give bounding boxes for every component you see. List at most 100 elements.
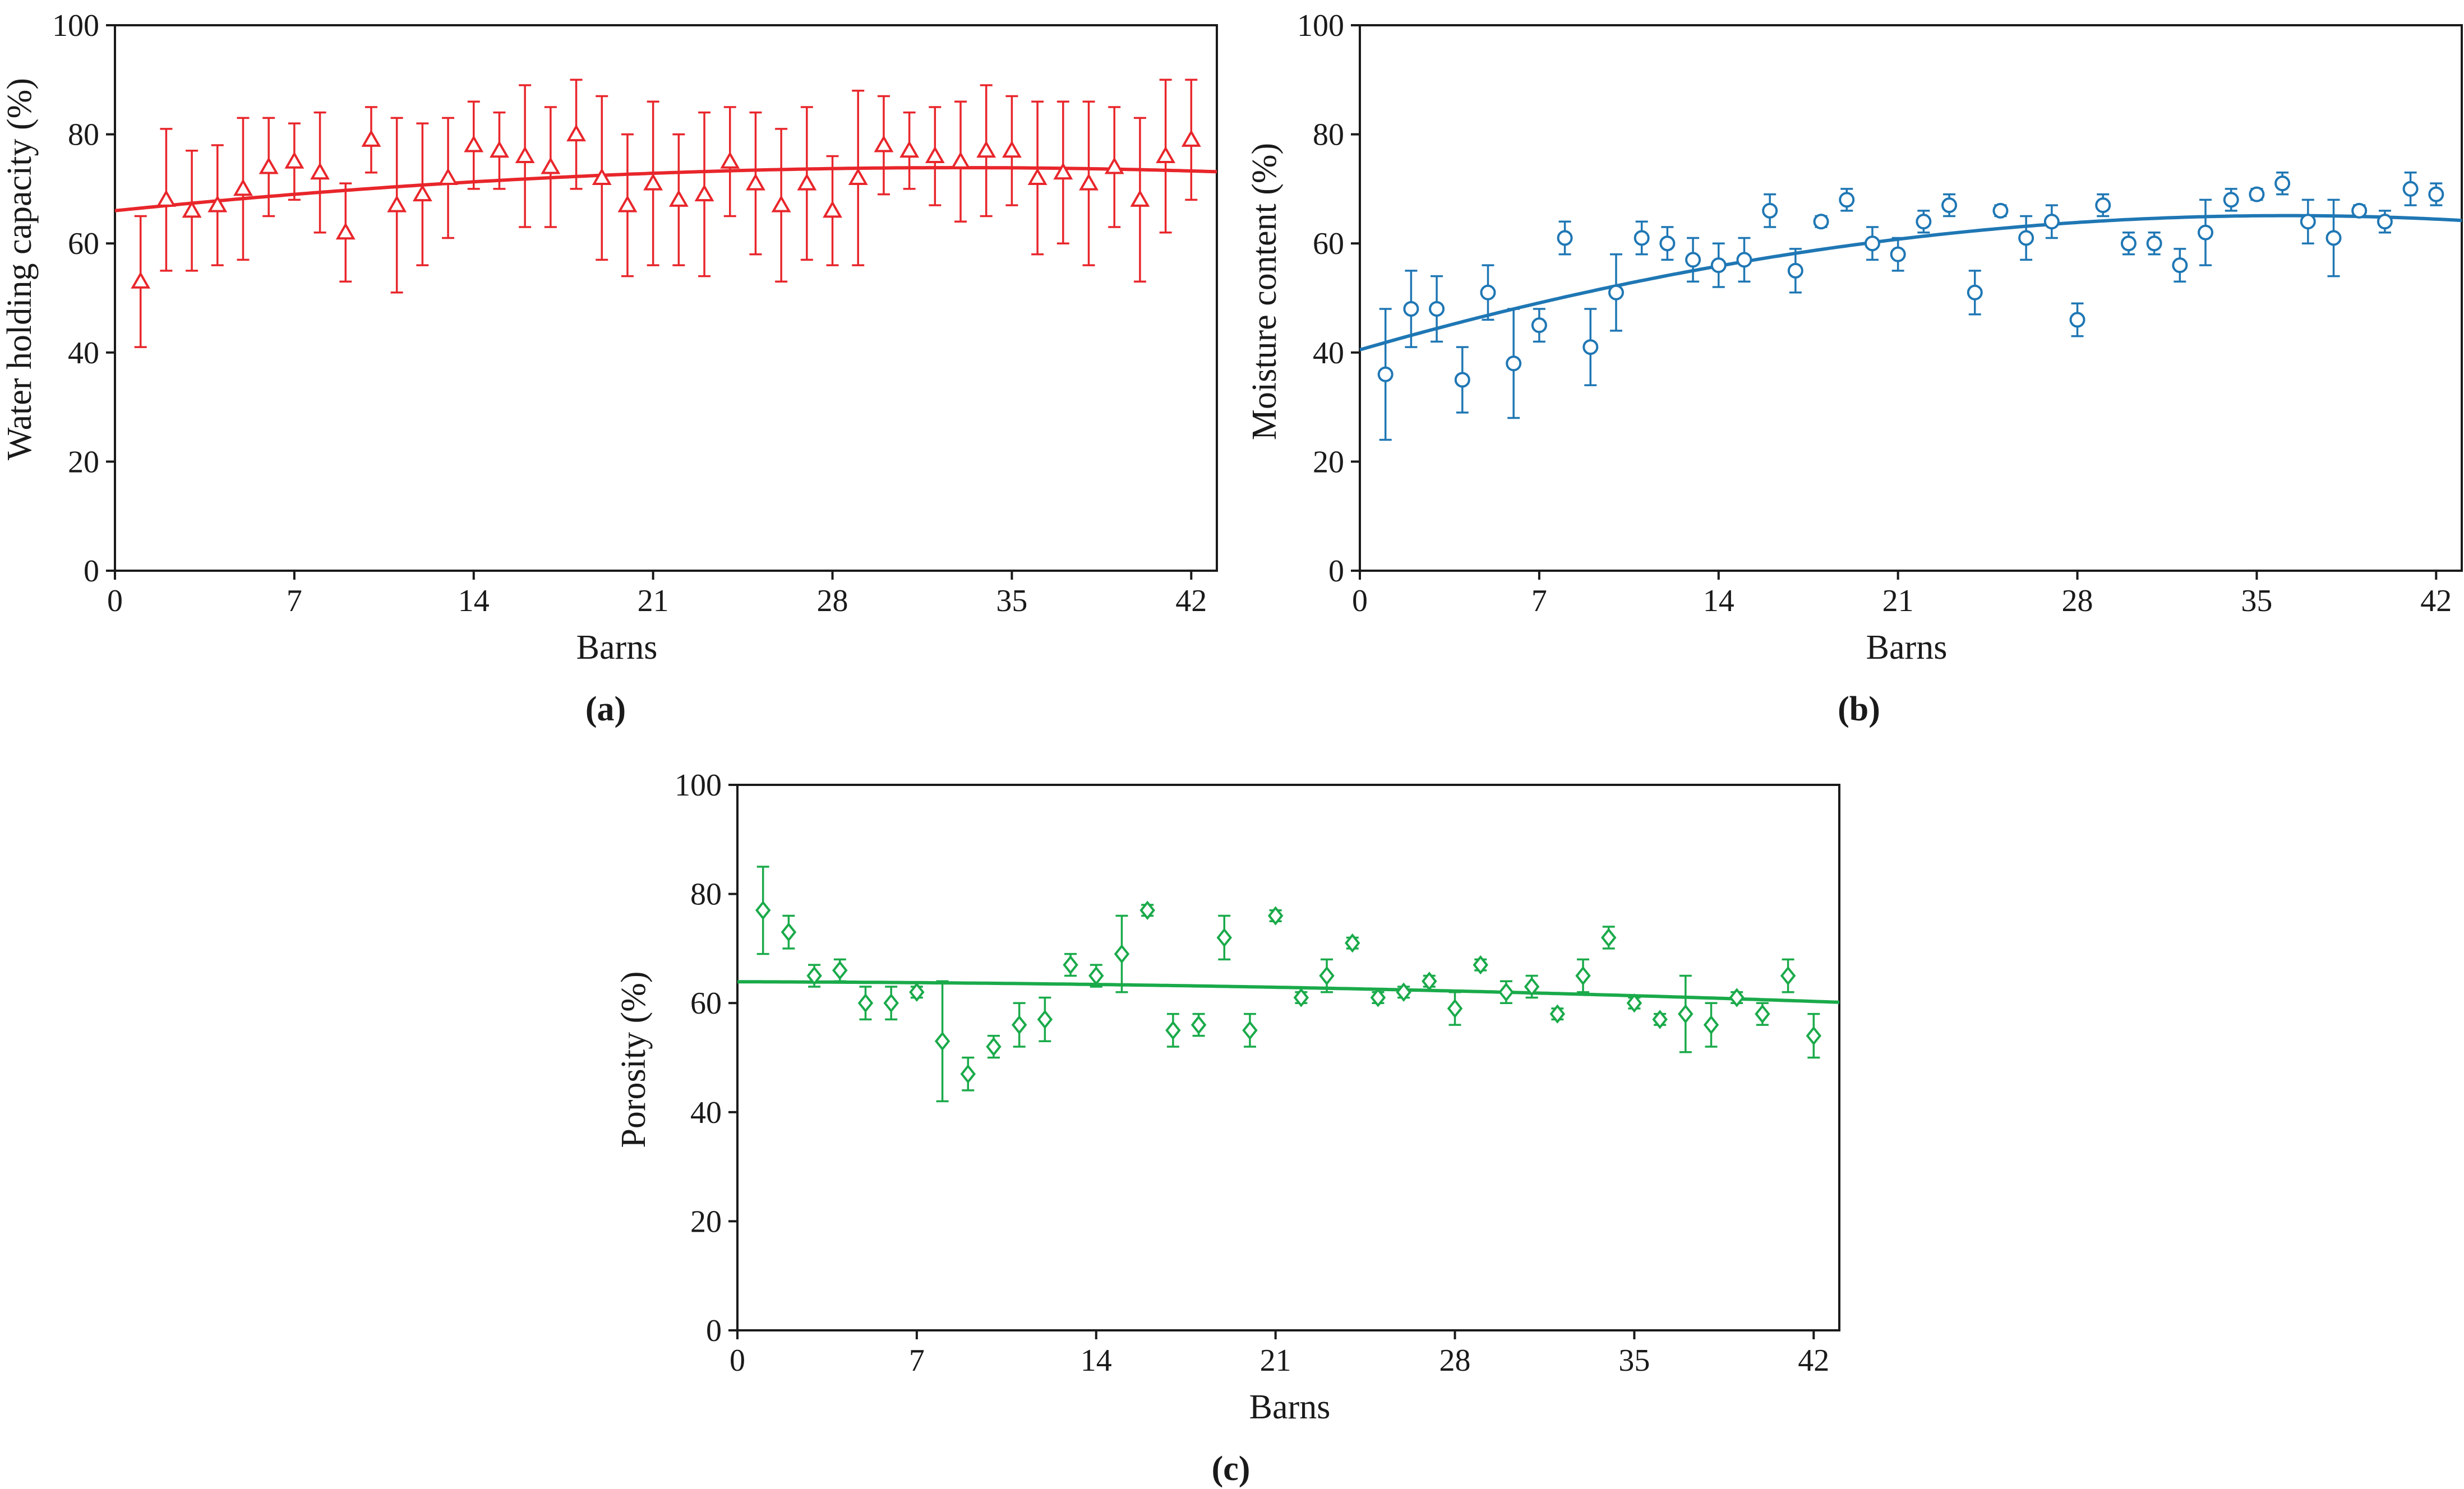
triangle-marker xyxy=(438,168,458,185)
triangle-marker xyxy=(515,146,535,164)
circle-marker xyxy=(1403,300,1419,317)
data-point xyxy=(2377,210,2393,234)
data-point xyxy=(823,155,842,266)
y-tick-label: 0 xyxy=(84,554,99,589)
diamond-marker xyxy=(1729,988,1745,1007)
circle-marker xyxy=(2325,230,2342,246)
diamond-marker xyxy=(1063,955,1078,975)
data-point xyxy=(2402,171,2419,206)
data-point xyxy=(1079,100,1099,266)
data-point xyxy=(2120,231,2137,256)
panel-label: (c) xyxy=(1212,1450,1251,1488)
y-tick-label: 0 xyxy=(1328,554,1344,589)
circle-marker xyxy=(1429,300,1445,317)
data-point xyxy=(1890,237,1906,272)
data-point xyxy=(1813,214,1829,230)
triangle-marker xyxy=(1104,156,1124,174)
circle-marker xyxy=(2402,181,2419,197)
x-tick-label: 42 xyxy=(2420,584,2452,618)
triangle-marker xyxy=(797,173,817,191)
circle-marker xyxy=(1634,230,1650,246)
data-point xyxy=(755,866,771,955)
data-point xyxy=(1729,988,1745,1007)
y-tick-label: 40 xyxy=(1313,336,1344,371)
data-point xyxy=(1114,914,1130,993)
data-point xyxy=(335,182,356,283)
diamond-marker xyxy=(1678,1004,1694,1024)
data-point xyxy=(1941,193,1958,218)
data-point xyxy=(1429,275,1445,343)
data-point xyxy=(1736,237,1752,283)
data-point xyxy=(1156,78,1176,234)
diamond-marker xyxy=(857,993,874,1013)
y-tick-label: 80 xyxy=(1313,118,1344,152)
x-tick-label: 0 xyxy=(107,584,123,618)
x-tick-label: 42 xyxy=(1175,584,1207,618)
triangle-marker xyxy=(182,200,202,218)
data-point xyxy=(2069,302,2085,337)
triangle-marker xyxy=(617,195,638,212)
diamond-marker xyxy=(1319,966,1335,986)
triangle-marker xyxy=(1079,173,1099,191)
data-point xyxy=(2018,215,2034,261)
data-point xyxy=(1703,1002,1719,1048)
data-point xyxy=(2146,231,2162,256)
x-tick-label: 14 xyxy=(1081,1343,1112,1378)
circle-marker xyxy=(2428,186,2444,202)
diamond-marker xyxy=(1755,1004,1770,1024)
x-tick-label: 35 xyxy=(2241,584,2272,618)
circle-marker xyxy=(2377,214,2393,230)
diamond-marker xyxy=(755,900,771,920)
data-point xyxy=(259,117,279,218)
data-point xyxy=(1027,100,1048,256)
diamond-marker xyxy=(1806,1026,1822,1046)
triangle-marker xyxy=(156,189,176,207)
circle-marker xyxy=(1890,246,1906,262)
data-point xyxy=(412,122,432,266)
triangle-marker xyxy=(207,195,228,212)
circle-marker xyxy=(1480,284,1496,300)
y-axis-label: Porosity (%) xyxy=(615,971,653,1148)
triangle-marker xyxy=(1002,140,1022,158)
data-point xyxy=(2351,202,2368,219)
data-point xyxy=(857,986,874,1021)
triangle-marker xyxy=(823,200,842,218)
x-tick-label: 28 xyxy=(2062,584,2093,618)
circle-marker xyxy=(2120,235,2137,252)
panel-a: Barns Water holding capacity (%) (a) 0 7 1… xyxy=(1,8,1218,728)
triangle-marker xyxy=(1130,189,1150,207)
data-point xyxy=(1864,226,1880,261)
circle-marker xyxy=(1659,235,1676,252)
diamond-marker xyxy=(1780,966,1796,986)
triangle-marker xyxy=(387,195,407,212)
data-point xyxy=(1780,958,1796,993)
data-point xyxy=(1839,188,1855,212)
data-point xyxy=(1557,220,1573,256)
panel-label: (b) xyxy=(1838,690,1880,728)
data-point xyxy=(781,914,797,950)
circle-marker xyxy=(1531,317,1547,334)
data-point xyxy=(745,111,765,256)
circle-marker xyxy=(2043,214,2060,230)
panel-b: Barns Moisture content (%) (b) 0 7 14 21 28 3… xyxy=(1245,8,2463,728)
data-point xyxy=(515,84,535,228)
triangle-marker xyxy=(566,124,587,142)
x-tick-label: 7 xyxy=(909,1343,925,1378)
data-point xyxy=(1531,308,1547,343)
triangle-marker xyxy=(976,140,996,158)
triangle-marker xyxy=(643,173,663,191)
data-point xyxy=(960,1056,976,1092)
data-point xyxy=(1806,1012,1822,1059)
triangle-marker xyxy=(694,184,714,202)
circle-marker xyxy=(1787,262,1803,279)
diamond-marker xyxy=(986,1037,1002,1057)
data-point xyxy=(1181,78,1201,201)
circle-marker xyxy=(2223,192,2239,208)
circle-marker xyxy=(2146,235,2162,252)
y-tick-label: 40 xyxy=(690,1095,722,1130)
y-tick-label: 60 xyxy=(690,986,722,1021)
diamond-marker xyxy=(1396,982,1411,1002)
data-point xyxy=(2428,182,2444,206)
data-point xyxy=(832,958,848,983)
triangle-marker xyxy=(899,140,920,158)
